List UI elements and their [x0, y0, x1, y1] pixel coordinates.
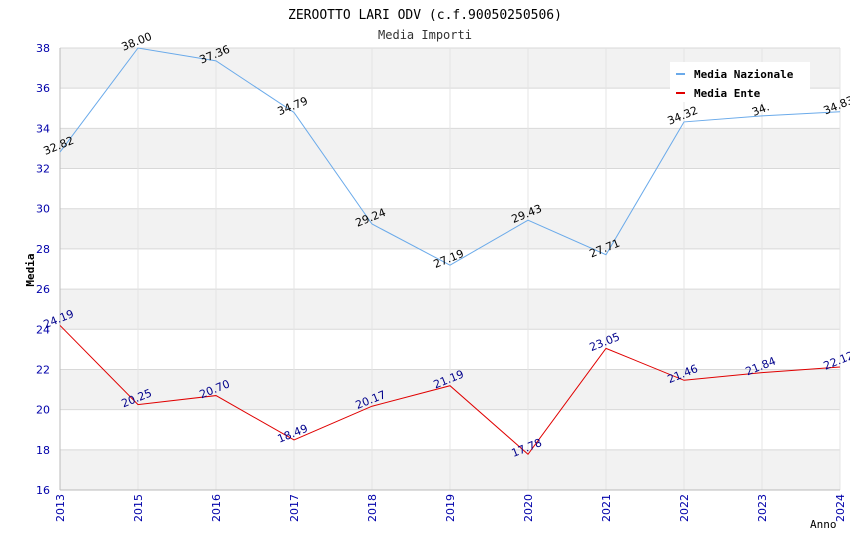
- series-line-media-ente: [59, 325, 841, 455]
- y-tick-label: 32: [36, 163, 50, 176]
- x-tick-label: 2015: [132, 494, 145, 522]
- y-tick-label: 34: [36, 122, 50, 135]
- y-tick-label: 24: [36, 323, 50, 336]
- x-tick-label: 2024: [834, 494, 847, 522]
- series-lines: [59, 47, 841, 455]
- legend-label: Media Ente: [694, 87, 761, 100]
- legend: Media Nazionale Media Ente: [670, 62, 810, 102]
- y-tick-label: 18: [36, 444, 50, 457]
- series-line-media-nazionale: [59, 47, 841, 266]
- data-label: 34.: [750, 100, 771, 119]
- x-tick-label: 2013: [54, 494, 67, 522]
- x-tick-label: 2020: [522, 494, 535, 522]
- y-tick-label: 16: [36, 484, 50, 497]
- y-tick-label: 22: [36, 363, 50, 376]
- x-tick-label: 2023: [756, 494, 769, 522]
- y-tick-label: 30: [36, 203, 50, 216]
- x-axis-title: Anno: [810, 518, 837, 531]
- chart-title: ZEROOTTO LARI ODV (c.f.90050250506): [288, 8, 562, 23]
- y-axis-title: Media: [24, 253, 37, 286]
- y-tick-label: 20: [36, 404, 50, 417]
- x-tick-label: 2019: [444, 494, 457, 522]
- x-tick-label: 2017: [288, 494, 301, 522]
- y-tick-label: 36: [36, 82, 50, 95]
- y-tick-label: 28: [36, 243, 50, 256]
- legend-box: [670, 62, 810, 102]
- legend-label: Media Nazionale: [694, 68, 794, 81]
- x-tick-label: 2018: [366, 494, 379, 522]
- chart-subtitle: Media Importi: [378, 28, 472, 42]
- x-tick-label: 2016: [210, 494, 223, 522]
- x-tick-label: 2021: [600, 494, 613, 522]
- y-tick-label: 26: [36, 283, 50, 296]
- y-tick-label: 38: [36, 42, 50, 55]
- x-tick-label: 2022: [678, 494, 691, 522]
